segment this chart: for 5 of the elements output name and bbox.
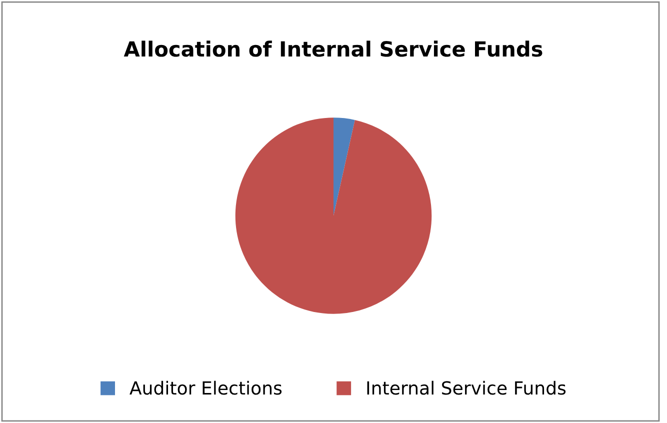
legend-label: Internal Service Funds (367, 380, 566, 395)
legend-label: Auditor Elections (130, 380, 282, 395)
chart-title: Allocation of Internal Service Funds (124, 40, 542, 57)
pie-slice (334, 118, 355, 216)
pie-slice (235, 118, 432, 314)
